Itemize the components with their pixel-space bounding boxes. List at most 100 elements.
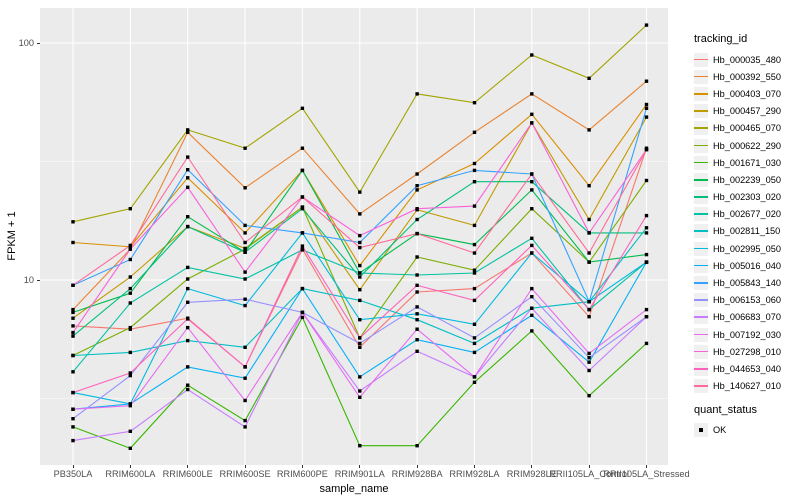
legend-item-Hb_000465_070: Hb_000465_070 (694, 120, 781, 137)
legend-item-Hb_007192_030: Hb_007192_030 (694, 326, 781, 343)
x-tick-label-RRII105LA_Control: RRII105LA_Control (549, 469, 629, 479)
data-point (644, 106, 649, 110)
data-point (128, 404, 132, 408)
legend-item-Hb_006683_070: Hb_006683_070 (694, 309, 781, 326)
data-point (472, 350, 477, 355)
y-tick-label-100: 100 (18, 37, 34, 48)
tracking-id-legend-items: Hb_000035_480 Hb_000392_550 Hb_000403_070 H… (694, 51, 781, 395)
data-point (358, 288, 362, 292)
data-point (128, 429, 132, 433)
data-point (644, 115, 649, 119)
y-tick-mark (37, 42, 40, 44)
legend-key-swatch-icon (694, 207, 708, 222)
legend-key-swatch-icon (694, 190, 708, 205)
data-point (358, 212, 362, 216)
data-point (128, 257, 132, 262)
data-point (243, 418, 247, 423)
legend-item-Hb_000457_290: Hb_000457_290 (694, 103, 781, 120)
series-color-line-icon (694, 75, 708, 78)
data-point (358, 395, 362, 399)
y-tick-mark (37, 279, 40, 281)
x-tick-mark (473, 465, 475, 468)
data-point (243, 223, 247, 228)
data-point (71, 330, 75, 335)
series-color-line-icon (694, 385, 708, 387)
series-color-line-icon (694, 316, 708, 318)
data-point (530, 236, 534, 240)
data-point (415, 290, 419, 294)
x-tick-label-RRIM928LA: RRIM928LA (449, 469, 500, 479)
data-point (186, 317, 190, 321)
data-point (358, 345, 362, 349)
data-point (472, 271, 477, 275)
legend-key-swatch-icon (694, 310, 708, 325)
data-point (128, 350, 132, 355)
legend-key-swatch-icon (694, 138, 708, 153)
legend-item-Hb_002677_020: Hb_002677_020 (694, 206, 781, 223)
legend-item-Hb_027298_010: Hb_027298_010 (694, 343, 781, 360)
data-point (415, 318, 419, 322)
x-tick-mark (244, 465, 246, 468)
data-point (243, 345, 247, 349)
data-point (644, 252, 649, 257)
data-point (530, 243, 534, 248)
data-point (358, 245, 362, 250)
data-point (472, 180, 477, 184)
data-point (472, 223, 477, 228)
series-color-line-icon (694, 264, 708, 267)
legend-label: OK (713, 424, 727, 435)
data-point (128, 373, 132, 378)
data-point (71, 370, 75, 374)
data-point (71, 220, 75, 224)
data-point (587, 128, 591, 132)
data-point (186, 365, 190, 369)
data-point (644, 231, 649, 235)
data-point (358, 298, 362, 303)
data-point (186, 168, 190, 172)
legend-item-Hb_000622_290: Hb_000622_290 (694, 137, 781, 154)
data-point (587, 394, 591, 398)
data-point (587, 307, 591, 312)
data-point (358, 263, 362, 268)
x-tick-mark (416, 465, 418, 468)
data-point (472, 251, 477, 255)
data-point (300, 310, 305, 315)
data-point (587, 251, 591, 255)
data-point (530, 207, 534, 211)
plot-canvas (40, 8, 668, 465)
data-point (530, 306, 534, 310)
data-point (128, 291, 132, 295)
data-point (530, 53, 534, 57)
legend-label: Hb_006683_070 (713, 312, 781, 323)
legend-item-Hb_006153_060: Hb_006153_060 (694, 292, 781, 309)
data-point (587, 300, 591, 304)
data-point (644, 341, 649, 346)
data-point (243, 365, 247, 369)
x-tick-label-RRIM928LE: RRIM928LE (506, 469, 557, 479)
data-point (587, 315, 591, 319)
data-point (415, 207, 419, 211)
data-point (472, 341, 477, 346)
series-color-line-icon (694, 127, 708, 129)
legend-label: Hb_000465_070 (713, 123, 781, 134)
data-point (186, 300, 190, 304)
legend-item-Hb_002303_020: Hb_002303_020 (694, 189, 781, 206)
data-point (186, 224, 190, 229)
data-point (530, 172, 534, 176)
legend-label: Hb_027298_010 (713, 346, 781, 357)
data-point (300, 106, 305, 110)
data-point (243, 247, 247, 251)
x-tick-mark (301, 465, 303, 468)
data-point (243, 146, 247, 150)
data-point (415, 444, 419, 448)
data-point (186, 338, 190, 343)
data-point (415, 255, 419, 259)
data-point (128, 275, 132, 279)
legend-key-swatch-icon (694, 327, 708, 342)
legend-key-swatch-icon (694, 52, 708, 67)
data-point (358, 271, 362, 275)
black-square-point-icon (699, 427, 703, 432)
data-point (587, 184, 591, 188)
data-point (358, 318, 362, 322)
data-point (472, 380, 477, 384)
